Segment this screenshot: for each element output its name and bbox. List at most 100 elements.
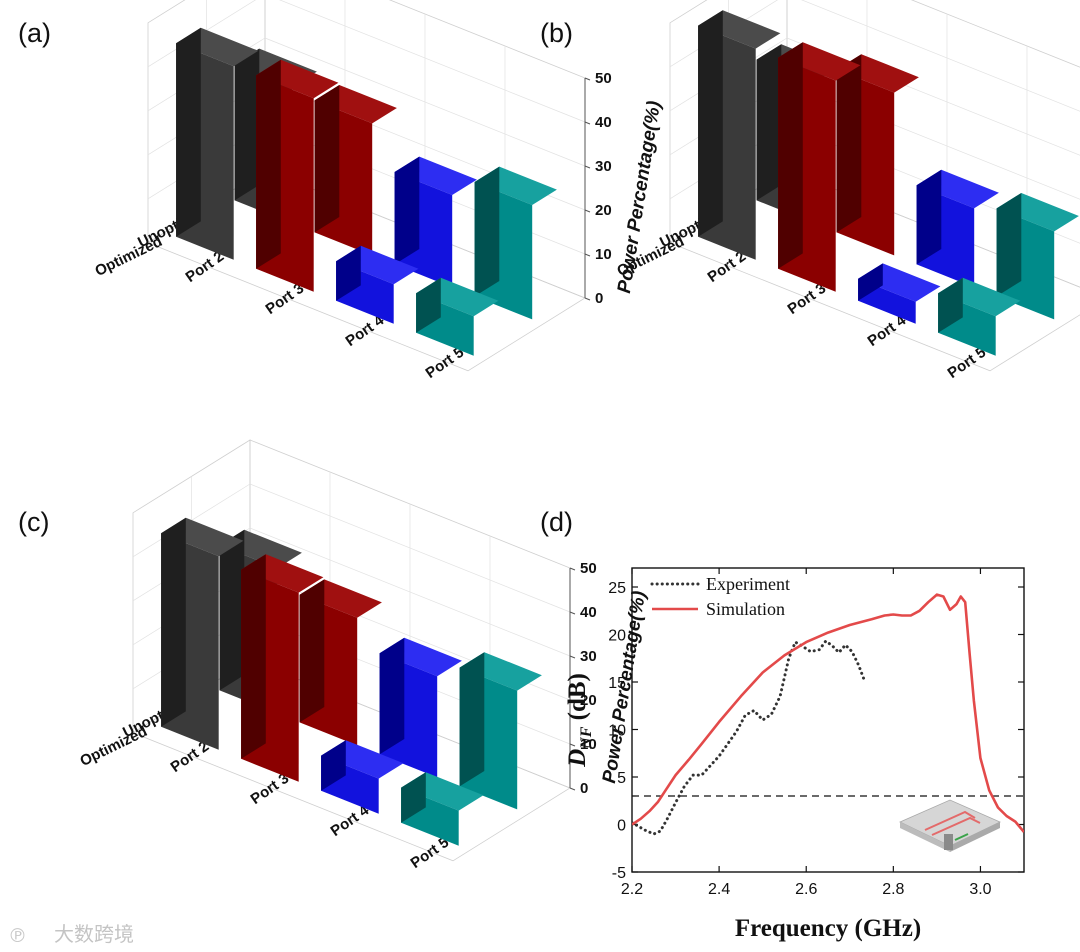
bar-port-5-optimized — [416, 277, 499, 356]
bar-side-face — [241, 554, 266, 759]
bar-side-face — [401, 772, 426, 823]
bar-port-3-unoptimized — [836, 54, 919, 256]
bar-side-face — [474, 166, 500, 297]
watermark-logo-icon: ℗ — [8, 925, 27, 947]
bar-side-face — [996, 193, 1022, 297]
bar-port-5-unoptimized — [474, 166, 557, 320]
x-tick-label: 3.0 — [969, 881, 991, 898]
device-trace — [924, 810, 976, 831]
watermark: ℗ 大数跨境 — [8, 922, 134, 947]
z-tick-label: 0 — [595, 290, 603, 307]
bar-side-face — [916, 169, 942, 265]
bar-port-2-optimized — [176, 27, 259, 260]
bar-port-2-optimized — [698, 10, 781, 260]
x-tick-label: 2.8 — [882, 881, 904, 898]
y-tick-label: 20 — [608, 628, 626, 645]
bar-side-face — [756, 44, 782, 201]
z-tick-label: 50 — [595, 70, 612, 87]
x-tick-label: 2.6 — [795, 881, 817, 898]
bar-side-face — [836, 54, 862, 233]
x-axis-title: Frequency (GHz) — [735, 915, 921, 942]
device-board-edge — [900, 822, 950, 852]
z-tick-label: 20 — [595, 202, 612, 219]
bar-port-3-unoptimized — [314, 85, 397, 256]
bar-port-5-optimized — [401, 772, 484, 846]
y-tick-label: 25 — [608, 580, 626, 597]
y-axis-title-main: D — [564, 749, 591, 768]
row-label: Optimized — [77, 723, 150, 770]
z-tick-label: 10 — [595, 246, 612, 263]
bar-port-4-unoptimized — [394, 156, 477, 288]
bar-side-face — [938, 277, 963, 333]
device-connector — [944, 834, 953, 850]
bar-side-face — [256, 59, 281, 269]
bar-side-face — [161, 517, 186, 727]
bar-port-4-optimized — [858, 263, 941, 324]
bar-port-4-unoptimized — [379, 637, 462, 778]
legend: Experiment Simulation — [650, 574, 790, 619]
device-board-edge — [950, 822, 1000, 852]
device-trace — [931, 816, 981, 836]
bar-side-face — [176, 27, 201, 237]
series-experiment-line — [632, 639, 867, 836]
y-tick-label: 15 — [608, 675, 626, 692]
series-simulation-line — [632, 593, 1024, 833]
bar-side-face — [379, 637, 405, 755]
z-tick-mark — [569, 743, 576, 747]
plot-frame — [631, 567, 1025, 873]
y-tick-label: 5 — [617, 770, 626, 787]
row-label: Optimized — [92, 233, 165, 280]
z-tick-label: 30 — [580, 648, 597, 665]
panel-a-label: (a) — [18, 18, 51, 48]
bar-port-4-optimized — [336, 245, 419, 324]
bar-port-2-optimized — [161, 517, 244, 750]
bar-side-face — [336, 245, 361, 301]
panel-b-label: (b) — [540, 18, 573, 48]
z-tick-label: 40 — [595, 114, 612, 131]
bar-side-face — [858, 263, 883, 301]
bar-port-3-optimized — [241, 554, 324, 782]
z-tick-mark — [584, 253, 591, 257]
z-tick-mark — [569, 699, 576, 703]
z-tick-mark — [584, 77, 591, 81]
bar-port-3-optimized — [778, 42, 861, 292]
bar-port-5-unoptimized — [996, 193, 1079, 320]
bar-port-4-unoptimized — [916, 169, 999, 288]
y-axis-title: DNF (dB) — [564, 673, 595, 768]
bar-side-face — [698, 10, 723, 237]
z-tick-mark — [584, 165, 591, 169]
bar-side-face — [219, 529, 245, 691]
legend-simulation-label: Simulation — [706, 599, 785, 619]
bar-port-5-unoptimized — [459, 652, 542, 810]
watermark-text: 大数跨境 — [54, 922, 134, 946]
y-tick-label: 0 — [617, 818, 626, 835]
z-tick-mark — [569, 611, 576, 615]
bar-side-face — [299, 579, 325, 723]
bar-port-3-optimized — [256, 59, 339, 292]
bar-port-5-optimized — [938, 277, 1021, 356]
legend-experiment-label: Experiment — [706, 574, 790, 594]
bar-side-face — [416, 277, 441, 333]
x-tick-label: 2.4 — [708, 881, 730, 898]
bar-side-face — [778, 42, 803, 269]
z-tick-mark — [584, 297, 591, 301]
bar-side-face — [234, 48, 260, 201]
z-tick-mark — [569, 655, 576, 659]
z-tick-label: 10 — [580, 736, 597, 753]
z-tick-label: 20 — [580, 692, 597, 709]
z-tick-mark — [584, 209, 591, 213]
bar-side-face — [459, 652, 485, 787]
z-tick-mark — [569, 567, 576, 571]
panel-d: (d) 2.2 2.4 2.6 2.8 3.0 -5 0 5 10 15 20 25 Frequency… — [540, 507, 1025, 942]
x-tick-label: 2.2 — [621, 881, 643, 898]
z-tick-label: 30 — [595, 158, 612, 175]
panel-d-label: (d) — [540, 507, 573, 537]
bar-side-face — [314, 85, 340, 233]
bar-port-3-unoptimized — [299, 579, 382, 746]
z-tick-mark — [584, 121, 591, 125]
device-inset-icon — [899, 799, 1001, 852]
bar-side-face — [394, 156, 420, 265]
